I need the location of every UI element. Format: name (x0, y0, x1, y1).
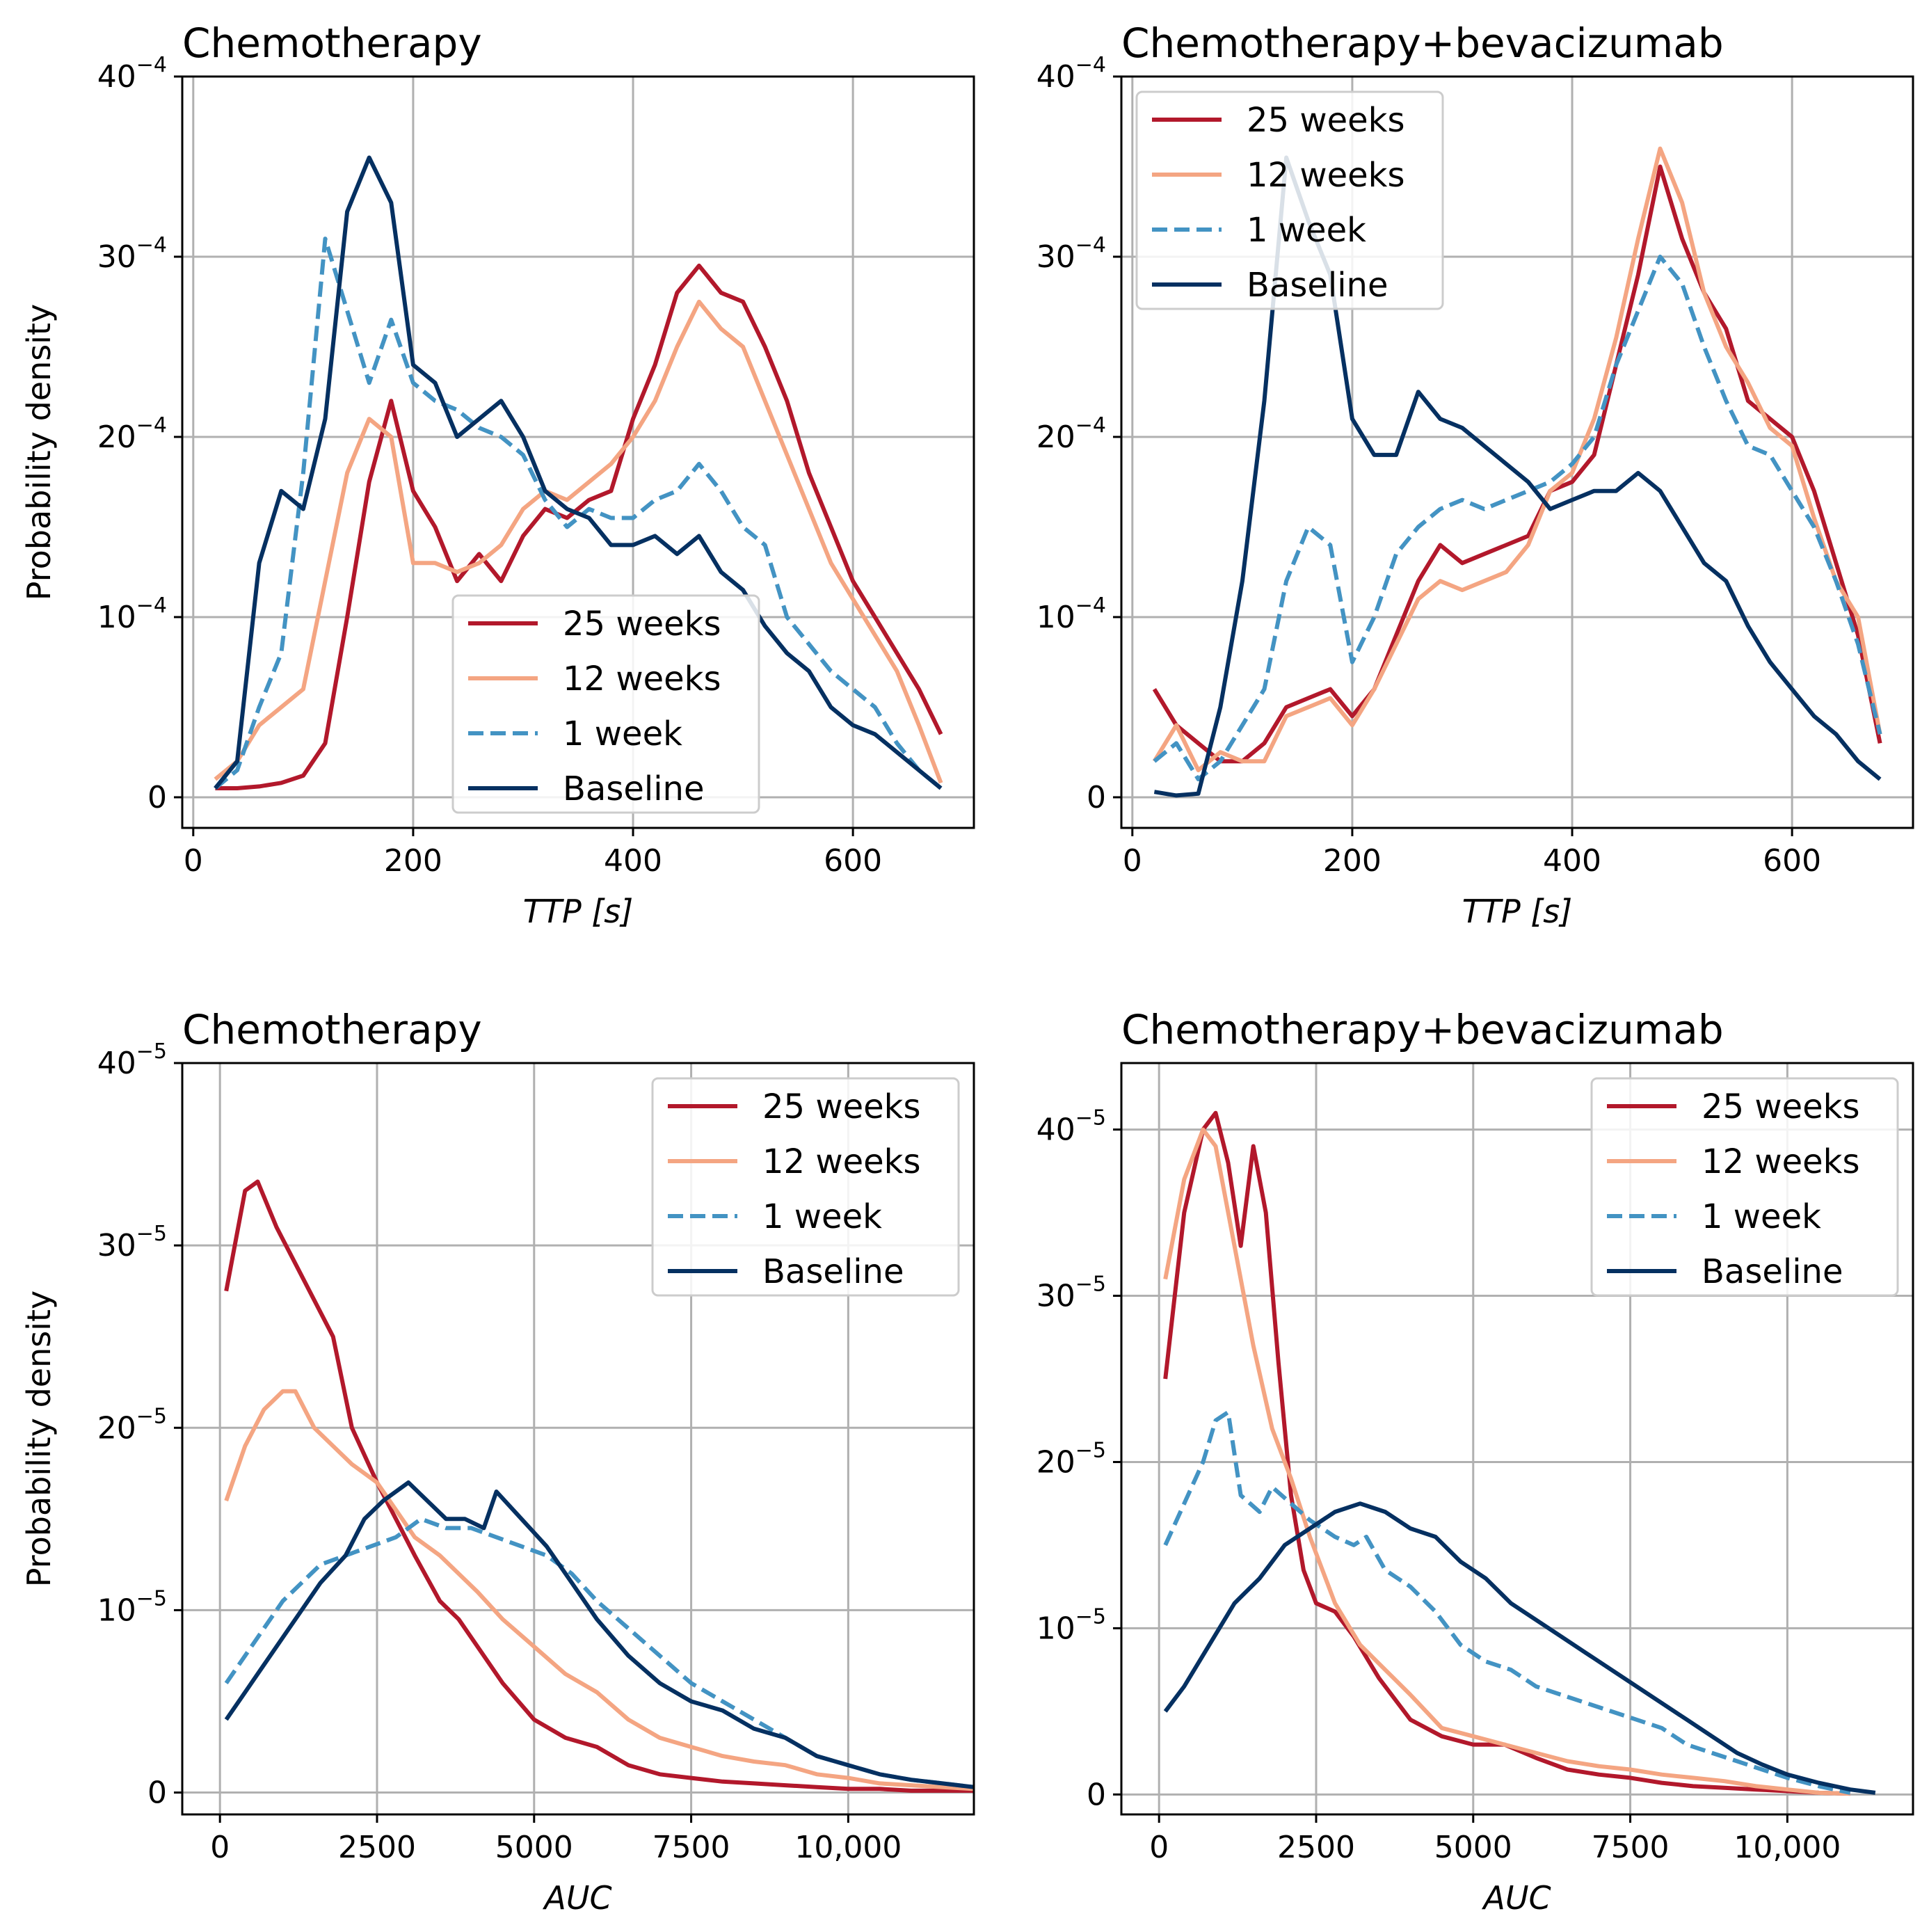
plot-frame (181, 75, 975, 829)
x-tick-label: 600 (824, 843, 882, 879)
y-tick-label: 20−4 (97, 413, 167, 455)
x-tick-label: 200 (1323, 843, 1382, 879)
chart-title: Chemotherapy (182, 19, 482, 67)
x-axis-label: TTP [s] (523, 893, 633, 930)
series-line-12-weeks (1152, 146, 1882, 773)
y-tick-label: 10−4 (1036, 593, 1106, 635)
legend-label: Baseline (563, 769, 705, 808)
legend-label: 12 weeks (1702, 1142, 1859, 1181)
legend-label: Baseline (1247, 266, 1388, 305)
y-axis-label: Probability density (20, 304, 58, 600)
series-line-baseline (214, 155, 943, 790)
legend-label: Baseline (1702, 1252, 1843, 1291)
legend-label: 12 weeks (563, 660, 721, 698)
series-line-1-week (1153, 255, 1882, 782)
legend-label: 1 week (563, 714, 682, 753)
y-tick-label: 20−4 (1036, 413, 1106, 455)
x-tick-label: 200 (384, 843, 442, 879)
legend-label: 1 week (762, 1197, 882, 1236)
x-tick-label: 400 (1543, 843, 1601, 879)
legend-label: Baseline (762, 1252, 904, 1291)
x-tick-label: 10,000 (794, 1830, 902, 1865)
plot-frame (1120, 1062, 1914, 1816)
y-tick-label: 40−5 (1036, 1106, 1106, 1148)
chart-title: Chemotherapy+bevacizumab (1121, 1006, 1724, 1053)
chart-title: Chemotherapy (182, 1006, 482, 1053)
plot-frame (1120, 75, 1914, 829)
legend-label: 25 weeks (563, 605, 721, 644)
y-tick-label: 40−4 (97, 53, 167, 95)
x-tick-label: 5000 (495, 1830, 573, 1865)
x-tick-label: 2500 (338, 1830, 416, 1865)
y-tick-label: 30−4 (1036, 233, 1106, 275)
plot-frame (181, 1062, 975, 1816)
chart-panel-1: 0 200 400 600 0 10−4 20−4 30−4 40−4 Chemotherapy T… (20, 19, 975, 930)
x-tick-label: 2500 (1277, 1830, 1355, 1865)
legend-box (1590, 1077, 1899, 1297)
y-tick-label: 30−5 (97, 1222, 167, 1263)
series-line-baseline (1163, 1501, 1876, 1795)
series-line-1-week (1163, 1410, 1851, 1795)
legend-box (451, 594, 760, 814)
legend-label: 12 weeks (1247, 156, 1404, 195)
x-tick-label: 600 (1763, 843, 1821, 879)
x-tick-label: 10,000 (1734, 1830, 1841, 1865)
y-tick-label: 20−5 (1036, 1438, 1106, 1480)
x-tick-label: 5000 (1434, 1830, 1512, 1865)
series-line-25-weeks (224, 1179, 974, 1793)
x-tick-label: 0 (1123, 843, 1142, 879)
legend-label: 1 week (1247, 211, 1366, 250)
y-tick-label: 30−4 (97, 233, 167, 275)
series-line-12-weeks (214, 299, 943, 784)
y-tick-label: 40−5 (97, 1039, 167, 1081)
chart-title: Chemotherapy+bevacizumab (1121, 19, 1724, 67)
series-line-12-weeks (1163, 1127, 1850, 1796)
y-tick-label: 0 (1087, 1777, 1106, 1812)
legend-label: 25 weeks (762, 1087, 920, 1126)
legend: 25 weeks 12 weeks 1 week Baseline (451, 594, 760, 814)
legend-label: 25 weeks (1702, 1087, 1859, 1126)
legend: 25 weeks 12 weeks 1 week Baseline (1590, 1077, 1899, 1297)
series-line-12-weeks (224, 1389, 974, 1791)
x-tick-label: 7500 (653, 1830, 730, 1865)
y-tick-label: 0 (1087, 780, 1106, 815)
x-axis-label: TTP [s] (1462, 893, 1572, 930)
x-tick-label: 0 (184, 843, 203, 879)
y-tick-label: 0 (147, 1775, 167, 1811)
series-line-baseline (224, 1480, 974, 1789)
legend: 25 weeks 12 weeks 1 week Baseline (651, 1077, 960, 1297)
series-line-1-week (214, 237, 943, 790)
series-line-25-weeks (1163, 1110, 1850, 1796)
legend-label: 1 week (1702, 1197, 1821, 1236)
series-line-25-weeks (215, 263, 943, 790)
y-tick-label: 0 (147, 780, 167, 815)
chart-panel-3: 0 2500 5000 7500 10,000 0 10−5 20−5 30−5 40−5 Chem… (20, 1006, 975, 1917)
x-tick-label: 0 (1149, 1830, 1169, 1865)
x-tick-label: 7500 (1592, 1830, 1670, 1865)
y-tick-label: 10−5 (97, 1586, 167, 1628)
x-tick-label: 400 (604, 843, 662, 879)
legend-label: 25 weeks (1247, 101, 1404, 140)
x-tick-label: 0 (210, 1830, 230, 1865)
legend-label: 12 weeks (762, 1142, 920, 1181)
legend-box (651, 1077, 960, 1297)
y-tick-label: 10−4 (97, 593, 167, 635)
y-tick-label: 40−4 (1036, 53, 1106, 95)
chart-panel-2: 0 200 400 600 0 10−4 20−4 30−4 40−4 Chemotherapy+… (1036, 19, 1914, 930)
y-tick-label: 10−5 (1036, 1604, 1106, 1646)
legend: 25 weeks 12 weeks 1 week Baseline (1135, 90, 1444, 310)
x-axis-label: AUC (542, 1879, 611, 1917)
legend-box (1135, 90, 1444, 310)
y-tick-label: 20−5 (97, 1404, 167, 1446)
x-axis-label: AUC (1481, 1879, 1551, 1917)
y-tick-label: 30−5 (1036, 1272, 1106, 1314)
y-axis-label: Probability density (20, 1291, 58, 1587)
chart-panel-4: 0 2500 5000 7500 10,000 0 10−5 20−5 30−5 40−5 Chem… (1036, 1006, 1914, 1917)
